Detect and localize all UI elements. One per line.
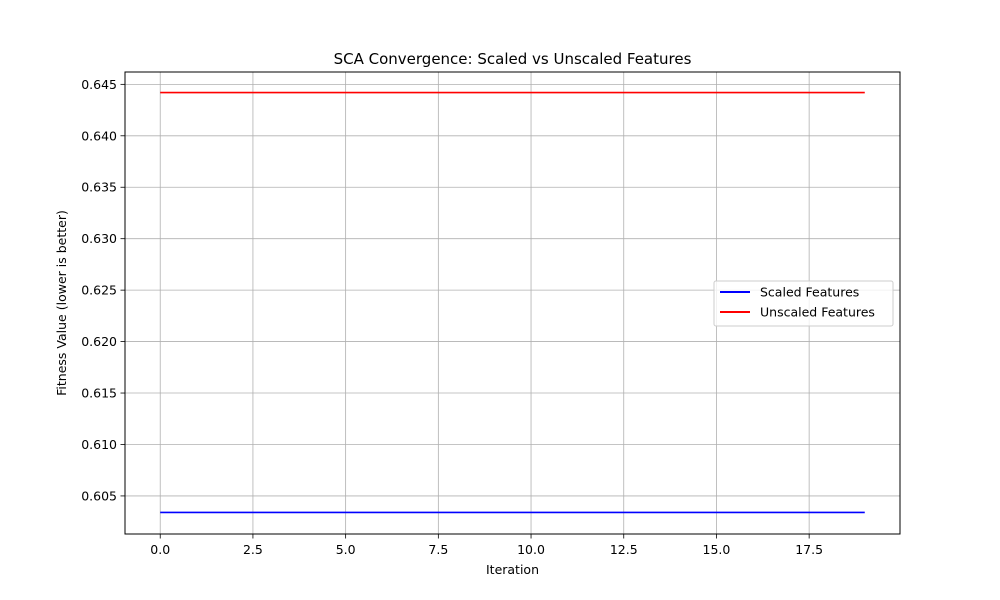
y-tick-label: 0.620 [81, 334, 117, 349]
y-tick-label: 0.640 [81, 128, 117, 143]
y-tick-label: 0.610 [81, 437, 117, 452]
y-tick-label: 0.615 [81, 386, 117, 401]
y-axis-title: Fitness Value (lower is better) [54, 210, 69, 396]
y-tick-label: 0.630 [81, 231, 117, 246]
y-tick-label: 0.645 [81, 77, 117, 92]
legend: Scaled Features Unscaled Features [713, 280, 894, 327]
x-tick-label: 7.5 [428, 542, 448, 557]
y-tick-label: 0.605 [81, 488, 117, 503]
y-tick-label: 0.625 [81, 283, 117, 298]
x-axis-title: Iteration [486, 562, 539, 577]
y-axis-ticks: 0.605 0.610 0.615 0.620 0.625 0.630 0.635 0.640… [81, 77, 125, 503]
x-axis-ticks: 0.0 2.5 5.0 7.5 10.0 12.5 15.0 17.5 [150, 534, 823, 557]
x-tick-label: 5.0 [336, 542, 356, 557]
series-lines [160, 91, 865, 514]
legend-label-scaled: Scaled Features [760, 285, 859, 300]
x-tick-label: 10.0 [517, 542, 545, 557]
x-tick-label: 0.0 [150, 542, 170, 557]
x-tick-label: 15.0 [703, 542, 731, 557]
x-tick-label: 2.5 [243, 542, 263, 557]
x-tick-label: 17.5 [795, 542, 823, 557]
legend-label-unscaled: Unscaled Features [760, 305, 875, 320]
y-tick-label: 0.635 [81, 180, 117, 195]
chart-title: SCA Convergence: Scaled vs Unscaled Feat… [334, 50, 692, 68]
plot-area-frame [124, 71, 901, 535]
legend-box [713, 280, 894, 327]
x-tick-label: 12.5 [610, 542, 638, 557]
